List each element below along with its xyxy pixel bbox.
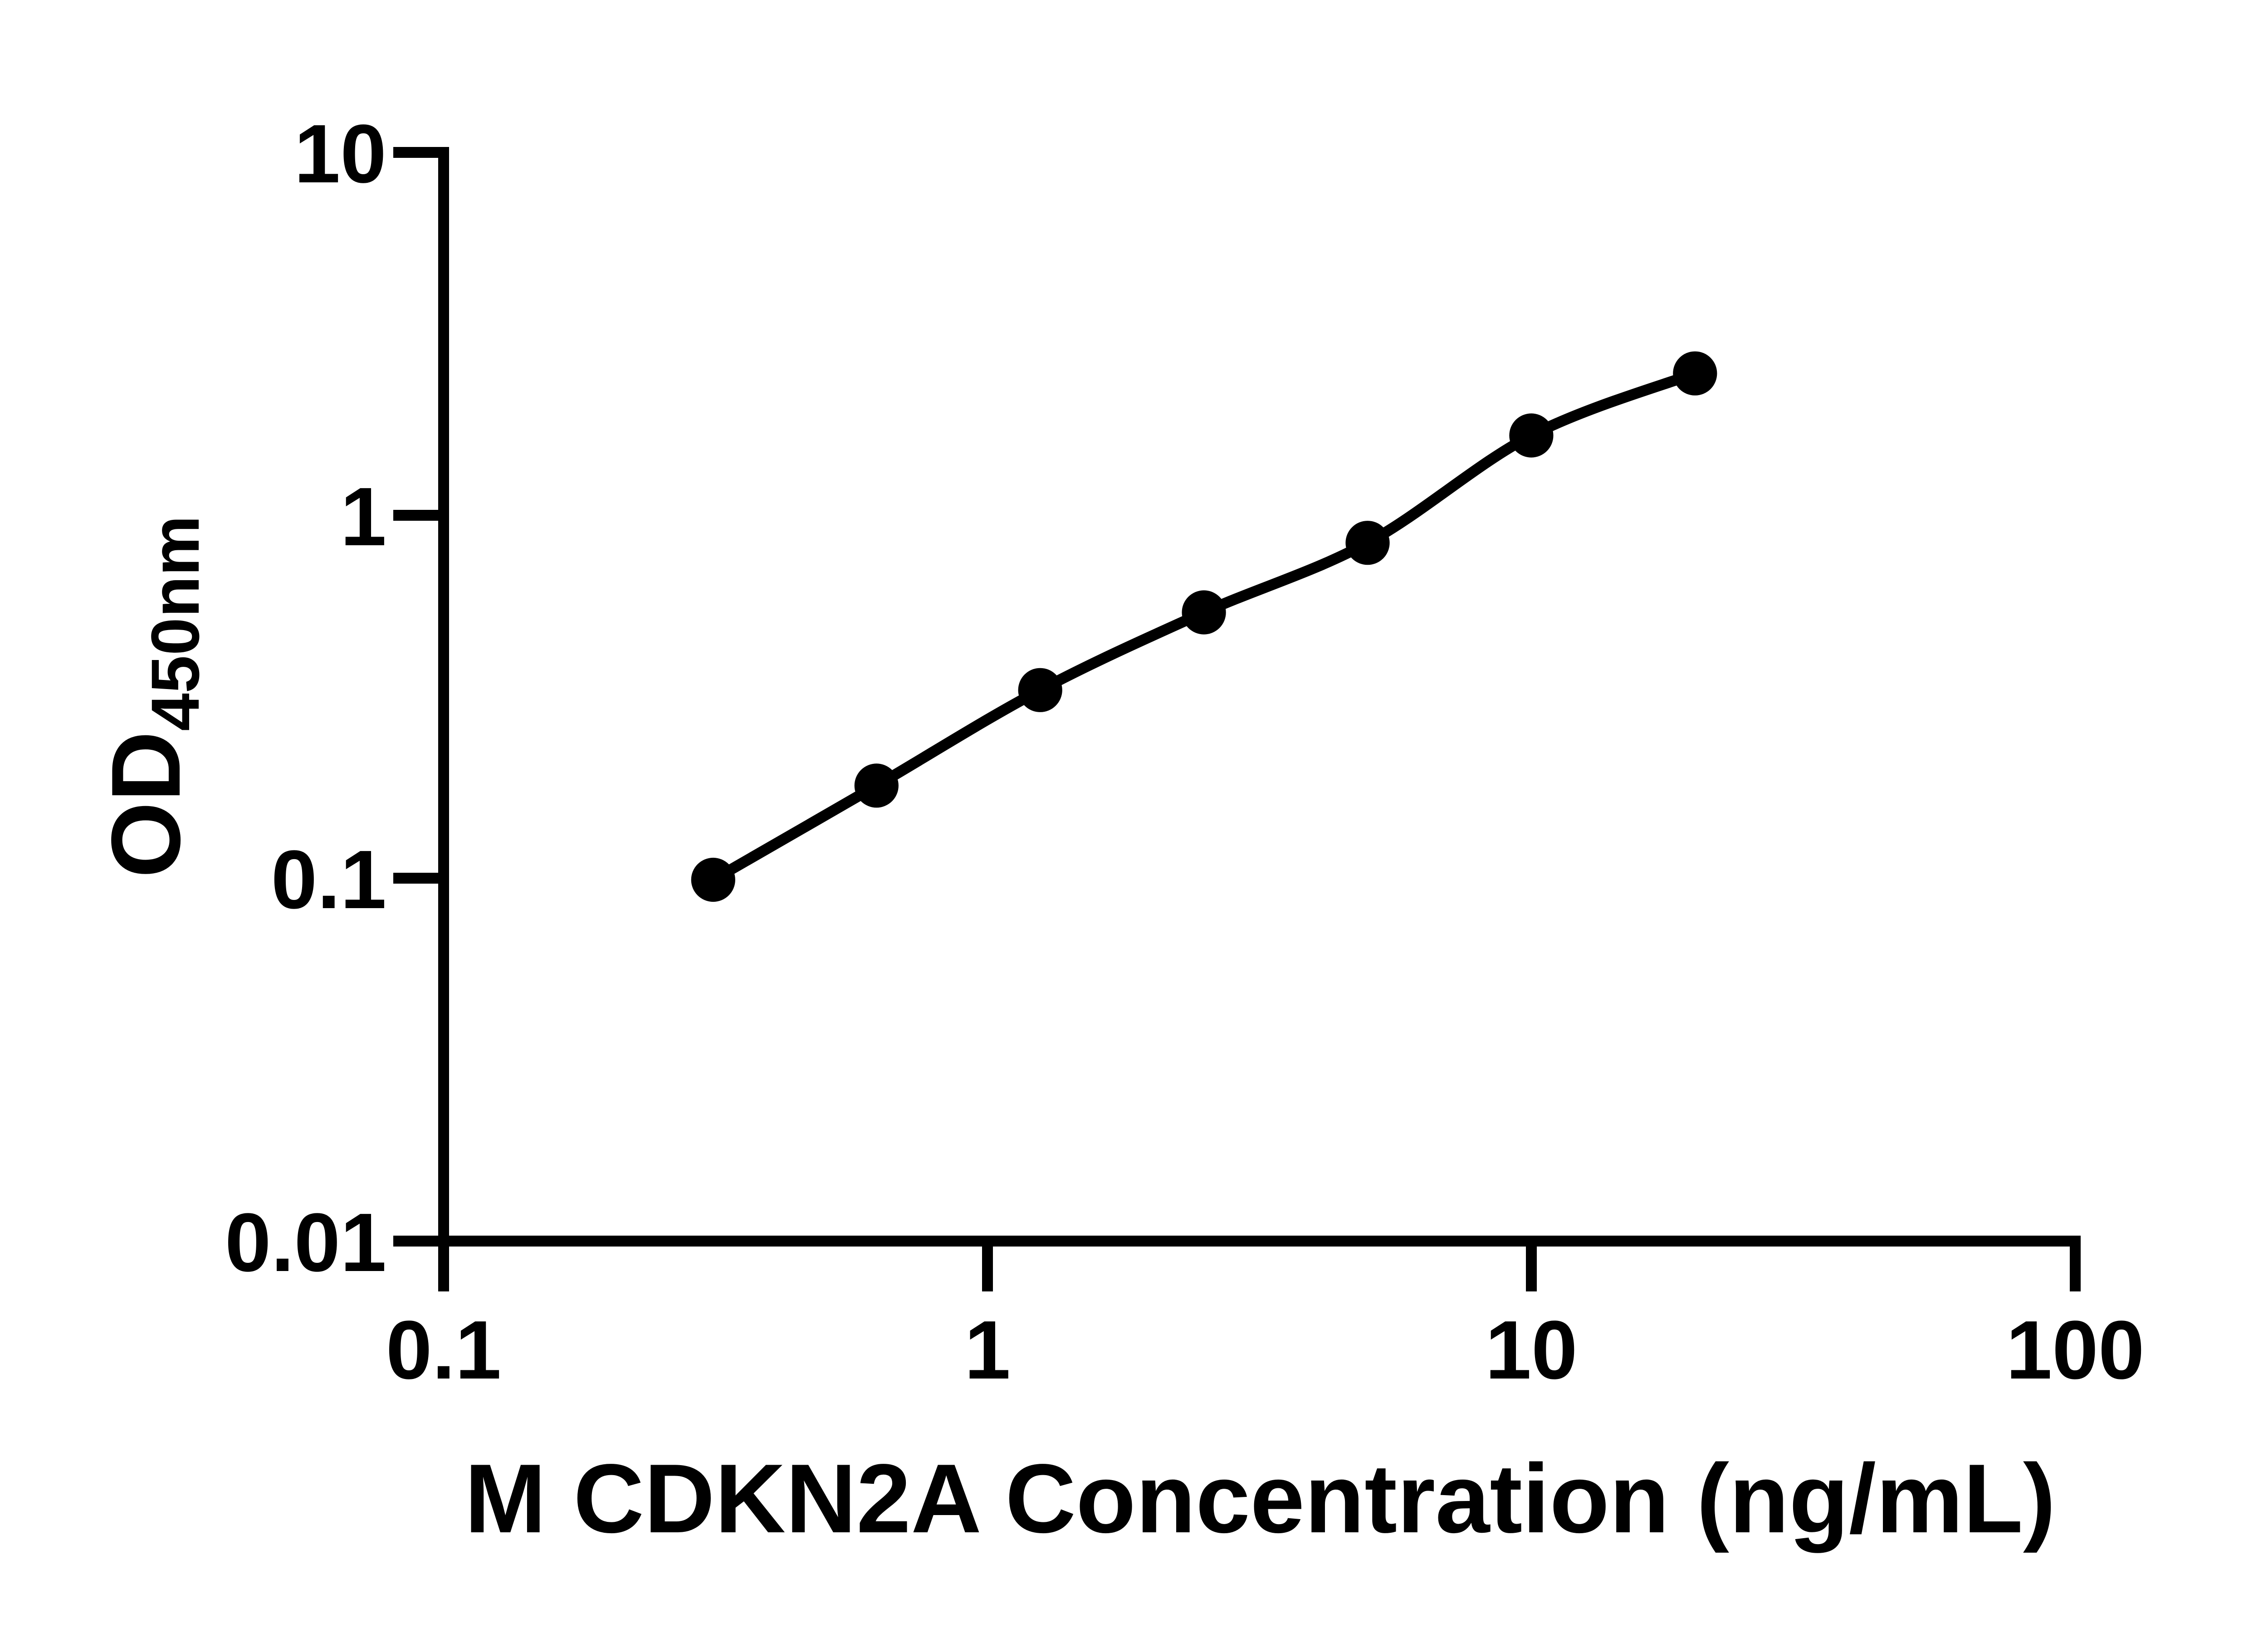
data-point — [854, 763, 899, 808]
x-axis-title: M CDKN2A Concentration (ng/mL) — [464, 1443, 2056, 1553]
x-tick-label: 10 — [1485, 1303, 1578, 1396]
data-point — [1182, 590, 1226, 635]
y-axis-title: OD450nm — [91, 515, 213, 878]
data-point — [1345, 521, 1390, 565]
data-point — [1509, 413, 1554, 458]
y-axis-title-main: OD — [91, 731, 200, 878]
y-tick-label: 1 — [340, 470, 386, 563]
data-point — [691, 857, 735, 902]
y-tick-label: 0.01 — [225, 1196, 386, 1289]
y-tick-label: 0.1 — [271, 833, 386, 926]
plot-layer — [691, 351, 1717, 902]
y-axis-title-subscript: 450nm — [137, 515, 213, 731]
x-tick-label: 0.1 — [386, 1303, 501, 1396]
x-tick-label: 100 — [2006, 1303, 2144, 1396]
data-point — [1018, 668, 1062, 712]
y-tick-label: 10 — [294, 107, 386, 200]
x-tick-label: 1 — [964, 1303, 1011, 1396]
data-point — [1673, 351, 1717, 396]
